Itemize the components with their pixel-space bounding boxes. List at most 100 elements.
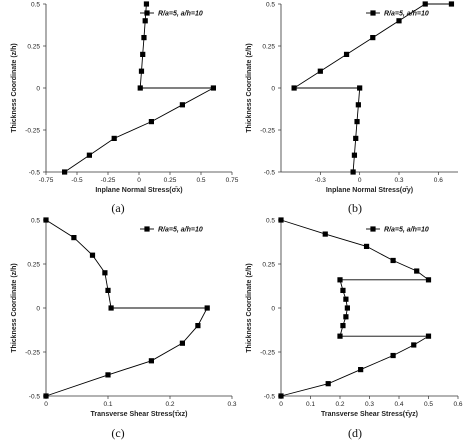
panel-label: (d) bbox=[348, 426, 362, 440]
data-point bbox=[179, 102, 185, 108]
data-point bbox=[340, 323, 346, 329]
y-tick-label: -0.5 bbox=[264, 393, 276, 400]
x-tick-label: 0.5 bbox=[196, 177, 205, 184]
y-tick-label: 0.5 bbox=[266, 1, 275, 8]
data-point bbox=[358, 367, 364, 373]
data-point bbox=[414, 268, 420, 274]
x-tick-label: 0.3 bbox=[227, 401, 236, 408]
data-point bbox=[140, 51, 146, 57]
data-point bbox=[363, 243, 370, 249]
data-point bbox=[148, 119, 154, 125]
y-axis-label: Thickness Coordinate (z/h) bbox=[11, 43, 18, 132]
x-tick-label: 0.2 bbox=[335, 401, 344, 408]
data-point bbox=[105, 287, 111, 293]
data-point bbox=[425, 333, 432, 339]
y-tick-label: 0 bbox=[36, 85, 40, 92]
data-point bbox=[210, 85, 216, 91]
data-point bbox=[137, 85, 143, 91]
series-line bbox=[292, 3, 452, 173]
y-tick-label: -0.25 bbox=[25, 127, 40, 134]
data-point bbox=[337, 333, 343, 339]
x-tick-label: 0 bbox=[137, 177, 141, 184]
x-tick-label: -0.3 bbox=[315, 177, 327, 184]
legend-label: R/a=5, a/h=10 bbox=[384, 11, 429, 18]
data-point bbox=[62, 169, 68, 175]
x-tick-label: 0.2 bbox=[165, 401, 174, 408]
series-line bbox=[64, 3, 214, 173]
chart-panel-2: -0.5 -0.25 0 0.25 0.5 -0.3 0 0.3 0.6 Inplane Norm… bbox=[246, 1, 458, 215]
data-point bbox=[354, 119, 360, 125]
data-point bbox=[179, 340, 185, 346]
legend-label: R/a=5, a/h=10 bbox=[384, 227, 429, 234]
y-axis-label: Thickness Coordinate (z/h) bbox=[11, 263, 18, 352]
y-tick-label: -0.5 bbox=[29, 169, 41, 176]
y-tick-label: 0.5 bbox=[266, 217, 275, 224]
legend-label: R/a=5, a/h=10 bbox=[158, 11, 203, 18]
x-axis-label: Transverse Shear Stress(τ̄yz) bbox=[321, 410, 418, 418]
x-tick-label: 0.3 bbox=[365, 401, 374, 408]
data-point bbox=[325, 381, 331, 387]
legend-marker bbox=[144, 226, 150, 232]
y-tick-label: 0.25 bbox=[262, 261, 275, 268]
data-point bbox=[350, 169, 356, 175]
x-tick-label: 0 bbox=[358, 177, 362, 184]
data-point bbox=[86, 152, 92, 158]
x-tick-label: -0.5 bbox=[71, 177, 83, 184]
data-point bbox=[344, 305, 350, 311]
data-point bbox=[317, 68, 323, 74]
series-line bbox=[45, 219, 208, 397]
x-tick-label: 0.1 bbox=[306, 401, 315, 408]
data-point bbox=[43, 217, 49, 223]
data-point bbox=[195, 323, 201, 329]
data-point bbox=[102, 270, 108, 276]
y-tick-label: 0.5 bbox=[31, 1, 40, 8]
y-tick-label: -0.5 bbox=[29, 393, 41, 400]
x-axis-label: Inplane Normal Stress(σ̄y) bbox=[326, 186, 413, 194]
chart-panel-3: -0.5 -0.25 0 0.25 0.5 0 0.1 0.2 0.3 Transverse Sh… bbox=[11, 217, 237, 440]
data-point bbox=[138, 68, 145, 74]
data-point bbox=[353, 135, 359, 141]
x-tick-label: 0.3 bbox=[394, 177, 403, 184]
y-axis-label: Thickness Coordinate (z/h) bbox=[246, 263, 253, 352]
legend-marker bbox=[144, 10, 150, 16]
x-tick-label: 0 bbox=[279, 401, 283, 408]
data-point bbox=[396, 18, 402, 24]
legend-label: R/a=5, a/h=10 bbox=[158, 227, 203, 234]
chart-panel-4: -0.5 -0.25 0 0.25 0.5 0 0.1 0.2 0.3 0.4 0.5 0.6 Tran… bbox=[246, 217, 463, 440]
x-tick-label: 0.6 bbox=[453, 401, 462, 408]
x-tick-label: 0.6 bbox=[434, 177, 443, 184]
data-point bbox=[422, 1, 428, 7]
x-tick-label: -0.25 bbox=[101, 177, 116, 184]
data-point bbox=[351, 152, 358, 158]
data-point bbox=[370, 35, 376, 41]
data-point bbox=[448, 1, 455, 7]
data-point bbox=[143, 1, 150, 7]
legend-marker bbox=[370, 10, 376, 16]
y-tick-label: 0 bbox=[271, 85, 275, 92]
data-point bbox=[390, 352, 396, 359]
data-point bbox=[89, 252, 96, 258]
y-tick-label: 0.25 bbox=[27, 261, 40, 268]
x-axis-label: Transverse Shear Stress(τ̄xz) bbox=[91, 410, 188, 418]
data-point bbox=[142, 18, 148, 24]
y-tick-label: 0.25 bbox=[262, 43, 275, 50]
data-point bbox=[105, 372, 111, 378]
data-point bbox=[343, 314, 349, 320]
x-tick-label: 0.75 bbox=[226, 177, 239, 184]
data-point bbox=[390, 257, 396, 264]
data-point bbox=[204, 305, 210, 311]
y-tick-label: 0 bbox=[271, 305, 275, 312]
panel-label: (a) bbox=[111, 201, 124, 215]
x-tick-label: 0.5 bbox=[424, 401, 433, 408]
y-tick-label: -0.25 bbox=[260, 127, 275, 134]
legend-marker bbox=[370, 226, 376, 232]
data-point bbox=[141, 35, 147, 41]
data-point bbox=[322, 231, 328, 237]
x-axis-label: Inplane Normal Stress(σ̄x) bbox=[95, 186, 182, 194]
data-point bbox=[411, 342, 417, 348]
data-point bbox=[278, 217, 284, 223]
x-tick-label: 0.25 bbox=[164, 177, 177, 184]
data-point bbox=[425, 277, 432, 283]
